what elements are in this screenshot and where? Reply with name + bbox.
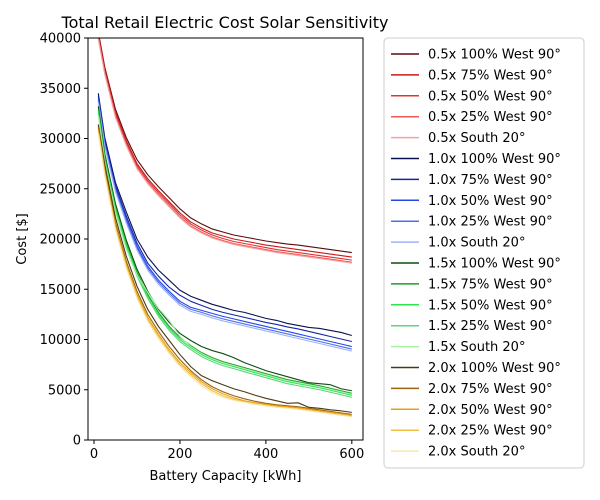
series-line-6 bbox=[97, 96, 352, 343]
y-tick-label-1: 5000 bbox=[48, 383, 81, 398]
y-tick-label-2: 10000 bbox=[40, 333, 81, 348]
series-line-10 bbox=[97, 106, 352, 392]
legend-label-14: 1.5x South 20° bbox=[428, 340, 525, 355]
series-line-19 bbox=[97, 133, 352, 418]
chart-title: Total Retail Electric Cost Solar Sensiti… bbox=[61, 13, 389, 32]
y-tick-label-3: 15000 bbox=[40, 283, 81, 298]
y-tick-label-5: 25000 bbox=[40, 182, 81, 197]
series-line-16 bbox=[97, 127, 352, 415]
legend-items: 0.5x 100% West 90° 0.5x 75% West 90° 0.5x … bbox=[391, 48, 561, 460]
series-line-17 bbox=[97, 129, 352, 416]
plot-area bbox=[87, 37, 364, 441]
legend-label-1: 0.5x 75% West 90° bbox=[428, 68, 553, 83]
legend-label-13: 1.5x 25% West 90° bbox=[428, 319, 553, 334]
legend-label-9: 1.0x South 20° bbox=[428, 236, 525, 251]
legend-label-10: 1.5x 100% West 90° bbox=[428, 257, 561, 272]
y-tick-label-8: 40000 bbox=[40, 32, 81, 47]
series-line-7 bbox=[97, 98, 352, 348]
legend-frame bbox=[383, 37, 585, 469]
series-line-3 bbox=[97, 38, 352, 263]
y-tick-label-6: 30000 bbox=[40, 132, 81, 147]
legend-label-4: 0.5x South 20° bbox=[428, 131, 525, 146]
legend-label-12: 1.5x 50% West 90° bbox=[428, 298, 553, 313]
legend-label-17: 2.0x 50% West 90° bbox=[428, 403, 553, 418]
legend-label-6: 1.0x 75% West 90° bbox=[428, 173, 553, 188]
series-line-9 bbox=[97, 102, 352, 352]
y-tick-label-4: 20000 bbox=[40, 233, 81, 248]
legend-label-3: 0.5x 25% West 90° bbox=[428, 110, 553, 125]
legend-label-5: 1.0x 100% West 90° bbox=[428, 152, 561, 167]
series-line-8 bbox=[97, 100, 352, 350]
series-line-0 bbox=[98, 38, 352, 254]
series-line-11 bbox=[97, 109, 352, 394]
x-tick-label-1: 200 bbox=[168, 447, 193, 462]
legend-label-18: 2.0x 25% West 90° bbox=[428, 424, 553, 439]
legend-label-2: 0.5x 50% West 90° bbox=[428, 89, 553, 104]
legend-label-8: 1.0x 25% West 90° bbox=[428, 215, 553, 230]
legend-label-15: 2.0x 100% West 90° bbox=[428, 361, 561, 376]
x-tick-label-0: 0 bbox=[90, 447, 98, 462]
y-axis-label: Cost [$] bbox=[15, 213, 30, 264]
legend-label-16: 2.0x 75% West 90° bbox=[428, 382, 553, 397]
x-axis-label: Battery Capacity [kWh] bbox=[150, 469, 302, 484]
series-line-1 bbox=[98, 38, 352, 258]
y-tick-label-0: 0 bbox=[73, 434, 81, 449]
legend: 0.5x 100% West 90° 0.5x 75% West 90° 0.5x … bbox=[383, 37, 585, 469]
x-tick-label-3: 600 bbox=[339, 447, 364, 462]
x-axis: 0 200 400 600 bbox=[90, 440, 364, 462]
legend-label-7: 1.0x 50% West 90° bbox=[428, 194, 553, 209]
series-line-5 bbox=[97, 93, 352, 337]
series-line-4 bbox=[97, 38, 352, 264]
y-tick-label-7: 35000 bbox=[40, 82, 81, 97]
series-line-15 bbox=[97, 124, 352, 413]
x-tick-label-2: 400 bbox=[253, 447, 278, 462]
series-line-12 bbox=[97, 111, 352, 396]
y-axis: 0 5000 10000 15000 20000 25000 30000 35000 40000 bbox=[40, 32, 88, 449]
series-line-2 bbox=[98, 38, 352, 261]
legend-label-0: 0.5x 100% West 90° bbox=[428, 48, 561, 63]
legend-label-11: 1.5x 75% West 90° bbox=[428, 277, 553, 292]
series-layer bbox=[97, 38, 352, 418]
legend-label-19: 2.0x South 20° bbox=[428, 445, 525, 460]
series-line-14 bbox=[97, 115, 352, 395]
